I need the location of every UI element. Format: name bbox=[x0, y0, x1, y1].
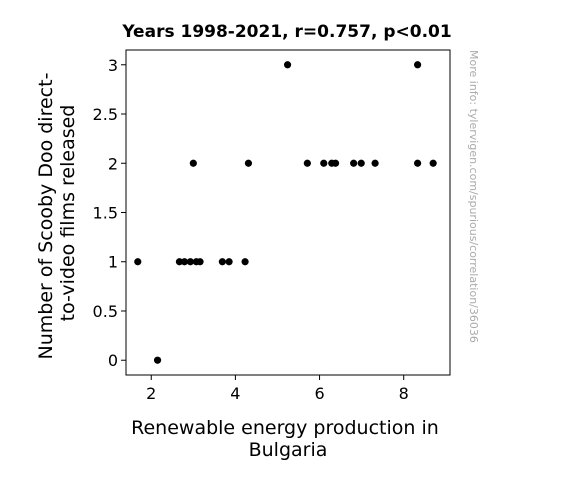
y-tick-label: 3 bbox=[108, 56, 118, 75]
watermark-text: More info: tylervigen.com/spurious/corre… bbox=[467, 50, 480, 343]
y-tick-label: 2 bbox=[108, 154, 118, 173]
data-point bbox=[371, 159, 379, 167]
data-point bbox=[134, 258, 142, 266]
data-points bbox=[134, 61, 437, 364]
y-axis-label: Number of Scooby Doo direct- to-video fi… bbox=[35, 67, 79, 360]
data-point bbox=[180, 258, 189, 266]
data-point bbox=[186, 258, 194, 266]
y-axis-label-line-2: to-video films released bbox=[57, 105, 79, 322]
x-tick-label: 6 bbox=[314, 384, 324, 403]
y-tick-label: 0 bbox=[108, 351, 118, 370]
data-point bbox=[303, 159, 311, 167]
x-tick-label: 4 bbox=[230, 384, 240, 403]
data-point bbox=[331, 159, 340, 167]
data-point bbox=[241, 258, 249, 266]
data-point bbox=[189, 159, 197, 167]
data-point bbox=[153, 356, 162, 364]
y-tick-label: 1.5 bbox=[93, 204, 118, 223]
x-axis-label-line-1: Renewable energy production in bbox=[131, 417, 439, 439]
data-point bbox=[283, 61, 292, 69]
y-axis: 0 0.5 1 1.5 2 2.5 3 bbox=[93, 56, 126, 370]
y-tick-label: 1 bbox=[108, 253, 118, 272]
x-axis-label-line-2: Bulgaria bbox=[249, 439, 328, 461]
data-point bbox=[414, 159, 422, 167]
x-tick-label: 8 bbox=[399, 384, 409, 403]
x-axis: 2 4 6 8 bbox=[146, 375, 409, 403]
data-point bbox=[429, 159, 437, 167]
data-point bbox=[175, 258, 184, 266]
data-point bbox=[225, 258, 233, 266]
y-axis-label-line-1: Number of Scooby Doo direct- bbox=[35, 73, 57, 360]
data-point bbox=[414, 61, 422, 69]
data-point bbox=[196, 258, 204, 266]
chart-title: Years 1998-2021, r=0.757, p<0.01 bbox=[121, 22, 451, 42]
data-point bbox=[218, 258, 226, 266]
data-point bbox=[244, 159, 253, 167]
y-tick-label: 2.5 bbox=[93, 105, 118, 124]
data-point bbox=[350, 159, 358, 167]
y-tick-label: 0.5 bbox=[93, 302, 118, 321]
x-axis-label: Renewable energy production in Bulgaria bbox=[131, 417, 445, 461]
plot-area bbox=[125, 49, 451, 376]
x-tick-label: 2 bbox=[146, 384, 156, 403]
data-point bbox=[357, 159, 365, 167]
data-point bbox=[320, 159, 328, 167]
